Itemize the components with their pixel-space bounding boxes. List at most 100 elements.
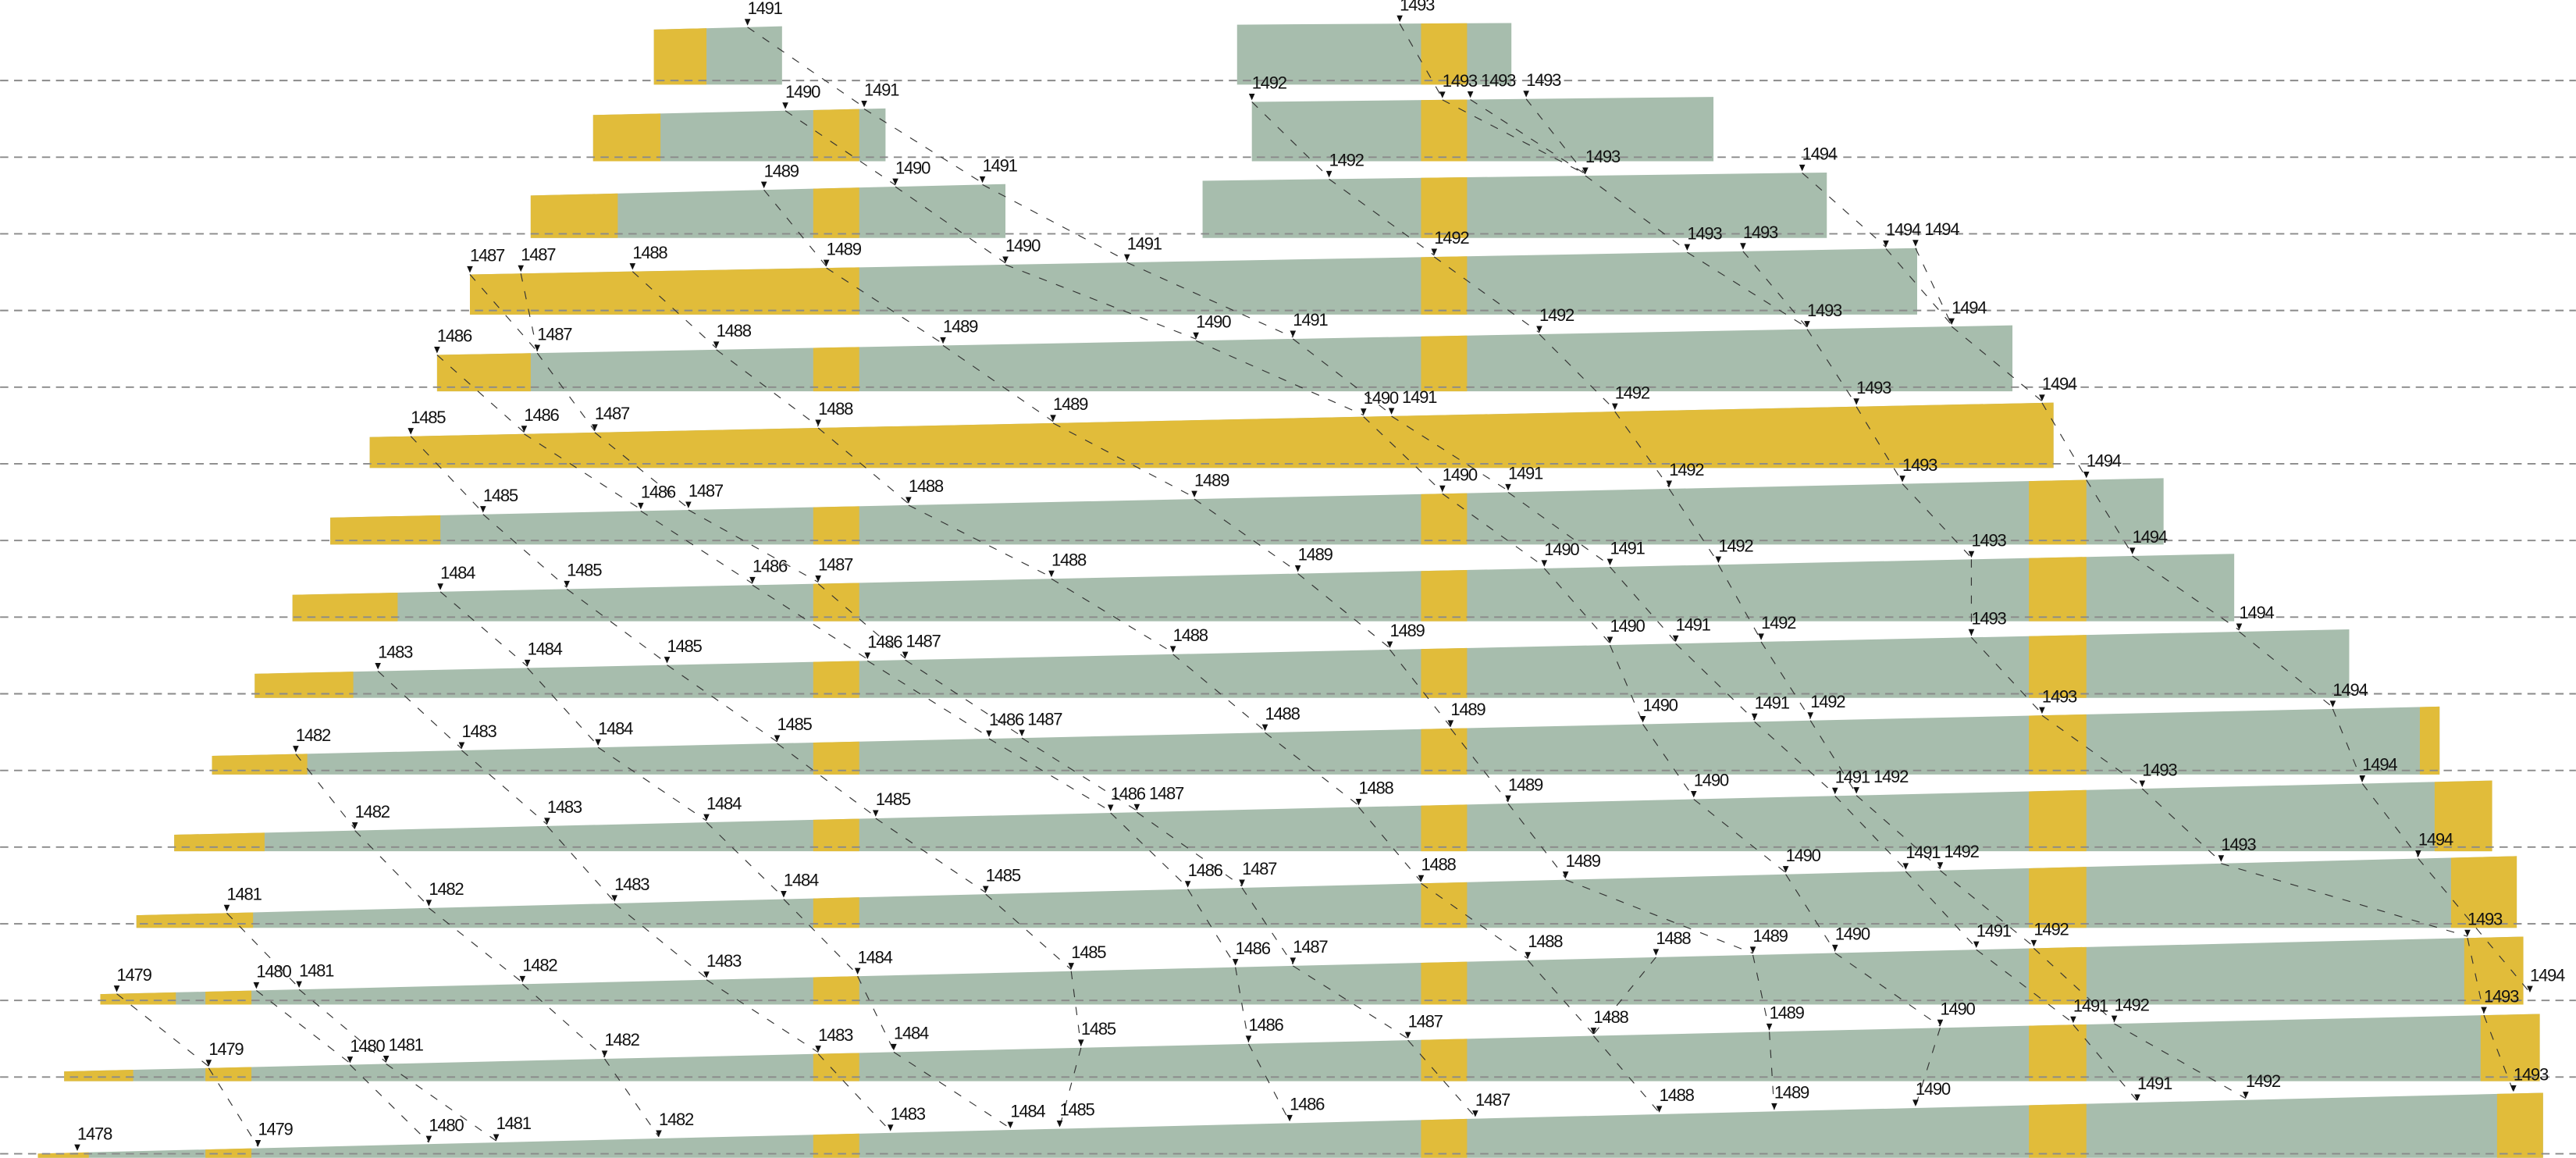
year-connection-line [1834, 952, 1941, 1027]
marker-arrow-icon [1002, 256, 1009, 263]
marker-arrow-icon [407, 428, 415, 435]
year-connection-line [1856, 795, 1941, 870]
year-connection-line [295, 754, 356, 829]
year-marker-label: 1493 [1481, 71, 1516, 91]
yellow-segment [205, 990, 252, 1005]
year-marker-label: 1491 [1905, 843, 1941, 862]
yellow-segment [1421, 177, 1468, 238]
year-connection-line [2041, 402, 2087, 479]
year-connection-line [1059, 1047, 1082, 1128]
year-connection-line [667, 665, 777, 743]
yellow-segment [813, 347, 859, 392]
marker-arrow-icon [1505, 483, 1511, 491]
green-segment [292, 554, 2235, 622]
year-marker-label: 1494 [1924, 219, 1959, 239]
marker-arrow-icon [703, 971, 710, 978]
year-connection-line [386, 1064, 496, 1142]
marker-arrow-icon [1758, 633, 1764, 640]
green-segment [530, 183, 1006, 238]
marker-arrow-icon [713, 341, 720, 348]
marker-arrow-icon [1606, 636, 1614, 643]
year-connection-line [2132, 555, 2240, 631]
marker-arrow-icon [1582, 167, 1589, 174]
marker-arrow-icon [2481, 1007, 2487, 1014]
marker-arrow-icon [1684, 244, 1691, 251]
year-marker-label: 1484 [858, 947, 893, 967]
year-connection-line [785, 110, 896, 186]
marker-arrow-icon [1541, 560, 1548, 567]
year-connection-line [1809, 720, 1857, 794]
marker-arrow-icon [760, 181, 767, 189]
year-marker-label: 1485 [986, 865, 1021, 885]
marker-arrow-icon [254, 1139, 262, 1147]
marker-arrow-icon [1883, 240, 1889, 248]
marker-arrow-icon [2464, 929, 2471, 937]
year-connection-line [1675, 643, 1756, 721]
green-segment [37, 1092, 2543, 1158]
marker-arrow-icon [1562, 871, 1569, 878]
marker-arrow-icon [1078, 1039, 1084, 1046]
year-connection-line [1126, 262, 1293, 338]
year-marker-label: 1493 [1807, 301, 1842, 320]
year-connection-line [1940, 870, 2034, 947]
year-marker-label: 1487 [1475, 1090, 1510, 1110]
marker-arrow-icon [1672, 635, 1679, 643]
marker-arrow-icon [518, 265, 525, 273]
year-marker-label: 1491 [1835, 767, 1870, 786]
year-connection-line [988, 738, 1112, 812]
year-connection-line [1507, 803, 1567, 878]
year-marker-label: 1486 [437, 326, 472, 346]
year-marker-label: 1485 [567, 561, 602, 580]
marker-arrow-icon [493, 1134, 500, 1141]
marker-arrow-icon [375, 662, 381, 670]
marker-arrow-icon [592, 424, 598, 431]
year-marker-label: 1492 [1761, 613, 1796, 632]
year-marker-label: 1489 [764, 161, 799, 180]
marker-arrow-icon [1536, 326, 1542, 333]
year-marker-label: 1487 [521, 244, 556, 264]
year-marker-label: 1484 [528, 640, 563, 659]
year-marker-label: 1492 [2033, 920, 2069, 939]
yellow-segment [2029, 714, 2087, 775]
year-connection-line [1052, 422, 1195, 498]
year-marker-label: 1493 [1526, 70, 1561, 90]
year-connection-line [1525, 98, 1586, 175]
year-marker-label: 1491 [983, 156, 1018, 176]
yellow-segment [100, 992, 176, 1005]
yellow-segment [2029, 946, 2087, 1005]
green-segment [436, 325, 2013, 392]
year-marker-label: 1490 [1364, 388, 1399, 408]
year-marker-label: 1481 [299, 960, 334, 980]
yellow-segment [1421, 335, 1468, 392]
year-marker-label: 1494 [1886, 220, 1921, 240]
yellow-segment [530, 193, 618, 238]
year-marker-label: 1481 [389, 1035, 424, 1055]
marker-arrow-icon [524, 659, 531, 667]
year-connection-line [1668, 488, 1719, 564]
marker-arrow-icon [2243, 1092, 2249, 1099]
section-bar [292, 554, 2235, 622]
year-connection-line [1433, 256, 1540, 333]
marker-arrow-icon [74, 1144, 80, 1151]
year-marker-label: 1485 [483, 486, 518, 505]
marker-arrow-icon [703, 814, 710, 821]
year-marker-label: 1493 [1971, 608, 2006, 628]
year-connection-line [688, 509, 819, 583]
year-marker-label: 1489 [827, 239, 862, 258]
year-connection-line [1609, 644, 1644, 723]
yellow-segment [436, 353, 531, 392]
marker-arrow-icon [1523, 91, 1529, 98]
marker-arrow-icon [1232, 959, 1239, 966]
marker-arrow-icon [656, 1130, 662, 1137]
baselines-layer [0, 80, 2576, 1155]
yellow-segment [2029, 789, 2087, 852]
yellow-segment [469, 267, 859, 315]
year-marker-label: 1487 [1408, 1011, 1443, 1031]
marker-arrow-icon [1968, 550, 1975, 558]
marker-arrow-icon [434, 347, 440, 354]
year-marker-label: 1478 [77, 1124, 112, 1143]
year-marker-label: 1489 [1753, 926, 1788, 946]
year-marker-label: 1492 [1252, 73, 1287, 93]
section-bar [1202, 172, 1827, 238]
